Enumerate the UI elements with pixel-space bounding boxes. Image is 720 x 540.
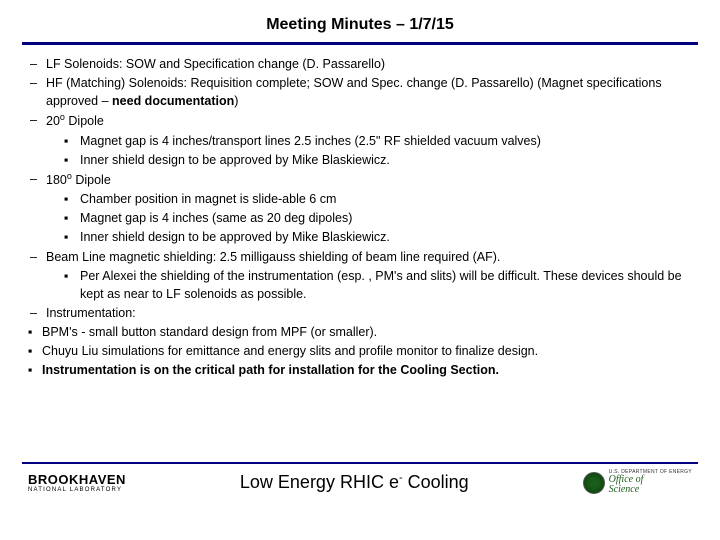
- footer: BROOKHAVEN NATIONAL LABORATORY Low Energ…: [0, 462, 720, 516]
- subitem-text: Per Alexei the shielding of the instrume…: [80, 267, 692, 303]
- list-subitem: ▪ Inner shield design to be approved by …: [28, 151, 692, 169]
- brookhaven-logo: BROOKHAVEN NATIONAL LABORATORY: [28, 473, 126, 493]
- item-text: Instrumentation:: [46, 304, 692, 322]
- list-item: – HF (Matching) Solenoids: Requisition c…: [28, 74, 692, 110]
- doe-text: U.S. DEPARTMENT OF ENERGY Office of Scie…: [609, 470, 692, 495]
- item-text: Chuyu Liu simulations for emittance and …: [42, 342, 692, 360]
- list-subitem: ▪ Chamber position in magnet is slide-ab…: [28, 190, 692, 208]
- content-area: – LF Solenoids: SOW and Specification ch…: [0, 55, 720, 379]
- square-bullet-icon: ▪: [28, 342, 42, 360]
- footer-row: BROOKHAVEN NATIONAL LABORATORY Low Energ…: [0, 470, 720, 495]
- doe-science: Science: [609, 485, 692, 495]
- list-item: – Beam Line magnetic shielding: 2.5 mill…: [28, 248, 692, 266]
- subitem-text: Chamber position in magnet is slide-able…: [80, 190, 692, 208]
- subitem-text: Magnet gap is 4 inches/transport lines 2…: [80, 132, 692, 150]
- list-item: – 180o Dipole: [28, 170, 692, 189]
- square-bullet-icon: ▪: [64, 132, 80, 150]
- subitem-text: Inner shield design to be approved by Mi…: [80, 151, 692, 169]
- title-underline: [22, 42, 698, 45]
- item-text: 20o Dipole: [46, 111, 692, 130]
- list-item: ▪ Instrumentation is on the critical pat…: [28, 361, 692, 379]
- dash-icon: –: [28, 111, 46, 130]
- doe-logo: U.S. DEPARTMENT OF ENERGY Office of Scie…: [583, 470, 692, 495]
- item-text: Beam Line magnetic shielding: 2.5 millig…: [46, 248, 692, 266]
- list-item: ▪ Chuyu Liu simulations for emittance an…: [28, 342, 692, 360]
- dash-icon: –: [28, 170, 46, 189]
- list-item: – Instrumentation:: [28, 304, 692, 322]
- square-bullet-icon: ▪: [28, 323, 42, 341]
- dash-icon: –: [28, 74, 46, 110]
- square-bullet-icon: ▪: [64, 190, 80, 208]
- square-bullet-icon: ▪: [28, 361, 42, 379]
- page-title: Meeting Minutes – 1/7/15: [0, 0, 720, 42]
- list-subitem: ▪ Inner shield design to be approved by …: [28, 228, 692, 246]
- subitem-text: Inner shield design to be approved by Mi…: [80, 228, 692, 246]
- doe-seal-icon: [583, 472, 605, 494]
- list-subitem: ▪ Magnet gap is 4 inches/transport lines…: [28, 132, 692, 150]
- bnl-name: BROOKHAVEN: [28, 473, 126, 486]
- list-subitem: ▪ Magnet gap is 4 inches (same as 20 deg…: [28, 209, 692, 227]
- dash-icon: –: [28, 248, 46, 266]
- footer-divider: [22, 462, 698, 464]
- item-text: 180o Dipole: [46, 170, 692, 189]
- subitem-text: Magnet gap is 4 inches (same as 20 deg d…: [80, 209, 692, 227]
- square-bullet-icon: ▪: [64, 228, 80, 246]
- list-item: – 20o Dipole: [28, 111, 692, 130]
- dash-icon: –: [28, 55, 46, 73]
- item-text: HF (Matching) Solenoids: Requisition com…: [46, 74, 692, 110]
- item-text: LF Solenoids: SOW and Specification chan…: [46, 55, 692, 73]
- dash-icon: –: [28, 304, 46, 322]
- square-bullet-icon: ▪: [64, 267, 80, 303]
- square-bullet-icon: ▪: [64, 209, 80, 227]
- list-item: – LF Solenoids: SOW and Specification ch…: [28, 55, 692, 73]
- footer-title: Low Energy RHIC e- Cooling: [126, 472, 583, 493]
- square-bullet-icon: ▪: [64, 151, 80, 169]
- bnl-sub: NATIONAL LABORATORY: [28, 487, 126, 493]
- list-item: ▪ BPM's - small button standard design f…: [28, 323, 692, 341]
- list-subitem: ▪ Per Alexei the shielding of the instru…: [28, 267, 692, 303]
- item-text: Instrumentation is on the critical path …: [42, 361, 692, 379]
- item-text: BPM's - small button standard design fro…: [42, 323, 692, 341]
